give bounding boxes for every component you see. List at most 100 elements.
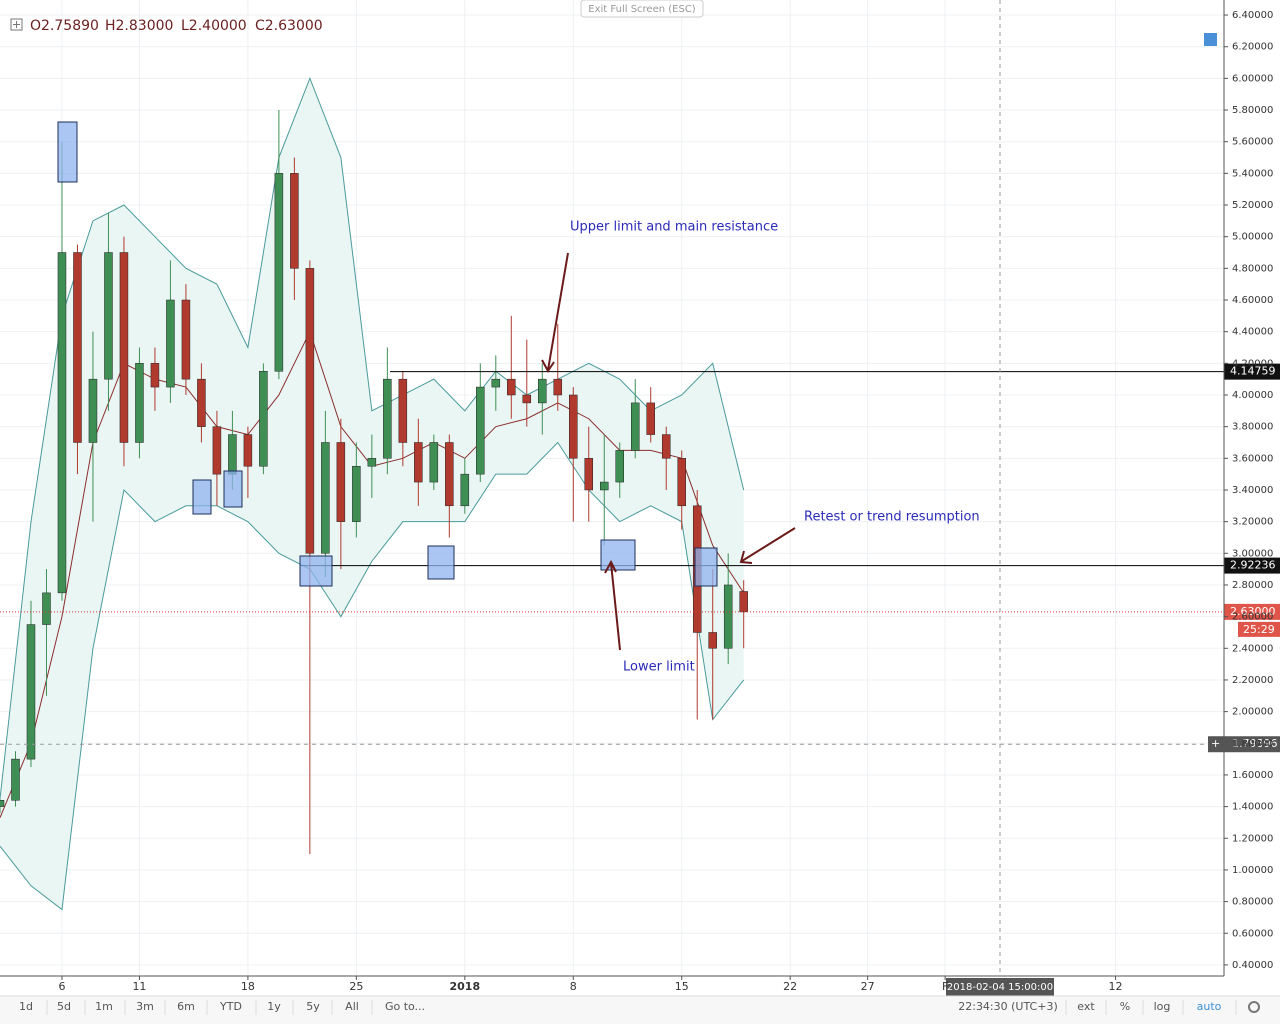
ohlc-open: O2.75890 xyxy=(30,18,99,34)
band-upper xyxy=(0,76,745,799)
exit-fullscreen-button[interactable] xyxy=(580,0,704,18)
toolbar-button[interactable]: YTD xyxy=(219,1000,242,1013)
y-tick-label: 6.20000 xyxy=(1232,42,1273,53)
toolbar-button[interactable]: auto xyxy=(1197,1000,1222,1013)
candle-body xyxy=(460,473,470,507)
x-tick-label: 15 xyxy=(675,980,689,993)
candle-body xyxy=(274,173,284,372)
collapse-icon-glyph xyxy=(13,21,20,28)
band-lower xyxy=(0,441,745,911)
candle-body xyxy=(88,378,98,443)
toolbar-button[interactable]: 3m xyxy=(136,1000,154,1013)
price-tag xyxy=(1224,363,1280,380)
toolbar-button[interactable]: log xyxy=(1154,1000,1171,1013)
toolbar-button[interactable]: Go to... xyxy=(385,1000,425,1013)
arrows xyxy=(541,252,796,651)
candle-body xyxy=(383,378,392,459)
candle-body xyxy=(677,458,686,507)
toolbar-button[interactable]: 1m xyxy=(95,1000,113,1013)
candle-body xyxy=(11,758,20,801)
axes: 0.40000 0.60000 0.80000 1.00000 1.20000 1.400… xyxy=(58,10,1273,993)
toolbar-button[interactable]: 1d xyxy=(19,1000,33,1013)
toolbar-button[interactable]: % xyxy=(1120,1000,1130,1013)
y-tick-label: 1.00000 xyxy=(1232,865,1273,876)
candle-body xyxy=(321,442,330,554)
ohlc-high: H2.83000 xyxy=(105,18,173,34)
y-tick-label: 2.80000 xyxy=(1232,580,1273,591)
y-tick-label: 4.00000 xyxy=(1232,390,1273,401)
overlays: 4.14759 2.92236 2.63000 25:29 1.79396 +2018-0… xyxy=(0,0,1280,996)
x-tick-label: 22 xyxy=(783,980,797,993)
y-tick-label: 2.60000 xyxy=(1232,612,1273,623)
crosshair-tag xyxy=(1208,736,1280,753)
toolbar-button[interactable]: 5d xyxy=(57,1000,71,1013)
settings-icon[interactable] xyxy=(1248,1001,1260,1013)
toolbar-button[interactable]: 5y xyxy=(306,1000,320,1013)
scale-icon[interactable] xyxy=(1204,33,1217,46)
candle-body xyxy=(150,363,160,388)
y-tick-label: 2.20000 xyxy=(1232,675,1273,686)
y-tick-label: 5.00000 xyxy=(1232,232,1273,243)
y-tick-label: 3.80000 xyxy=(1232,422,1273,433)
collapse-icon[interactable] xyxy=(10,18,23,31)
candle-body xyxy=(135,363,144,443)
annotation: Upper limit and main resistance xyxy=(570,220,778,235)
candle-body xyxy=(305,268,315,554)
x-tick-label: 2018 xyxy=(449,980,480,993)
candle-body xyxy=(491,378,501,388)
annotation: Lower limit xyxy=(623,660,695,675)
price-tag-label: 2.63000 xyxy=(1230,605,1276,618)
candle-body xyxy=(166,299,175,388)
toolbar-button[interactable]: 1y xyxy=(267,1000,281,1013)
x-tick-label: 8 xyxy=(570,980,577,993)
x-tick-label: 6 xyxy=(58,980,65,993)
x-tick-label: 27 xyxy=(861,980,875,993)
candle-body xyxy=(476,386,485,475)
candle-body xyxy=(398,378,408,443)
candle-body xyxy=(212,426,222,475)
annotation: Retest or trend resumption xyxy=(804,510,980,525)
y-tick-label: 0.40000 xyxy=(1232,960,1273,971)
ohlc-low: L2.40000 xyxy=(181,18,247,34)
box xyxy=(427,545,455,580)
candle-body xyxy=(367,458,377,467)
x-tick-label: 11 xyxy=(132,980,146,993)
y-tick-label: 1.40000 xyxy=(1232,802,1273,813)
toolbar-button: 22:34:30 (UTC+3) xyxy=(958,1000,1058,1013)
y-tick-label: 5.40000 xyxy=(1232,168,1273,179)
candle-body xyxy=(615,450,624,483)
y-tick-label: 6.00000 xyxy=(1232,73,1273,84)
candle-body xyxy=(42,592,51,625)
x-tick-label: 25 xyxy=(349,980,363,993)
y-tick-label: 1.60000 xyxy=(1232,770,1273,781)
price-tag xyxy=(1224,603,1280,620)
grid xyxy=(0,0,1224,976)
candle-body xyxy=(228,434,237,475)
crosshair-date-tag xyxy=(946,978,1054,996)
candle-body xyxy=(661,434,671,459)
candles xyxy=(0,110,748,855)
toolbar-button[interactable]: 6m xyxy=(177,1000,195,1013)
x-tick-label: 12 xyxy=(1109,980,1123,993)
candle-body xyxy=(646,402,655,435)
candle-body xyxy=(259,370,268,467)
crosshair-label: 1.79396 xyxy=(1232,737,1278,750)
x-tick-label: F xyxy=(942,980,948,993)
candle-body xyxy=(119,252,129,443)
box xyxy=(223,470,243,508)
candle-body xyxy=(429,442,439,483)
y-tick-label: 0.80000 xyxy=(1232,897,1273,908)
toolbar-button[interactable]: All xyxy=(345,1000,359,1013)
y-tick-label: 6.40000 xyxy=(1232,10,1273,21)
candle-body xyxy=(600,481,609,491)
candle-body xyxy=(336,442,346,522)
candle-body xyxy=(290,173,299,269)
candle-body xyxy=(414,442,423,483)
candle-body xyxy=(57,252,67,594)
box xyxy=(299,555,333,587)
toolbar-button[interactable]: ext xyxy=(1077,1000,1095,1013)
countdown-tag xyxy=(1238,621,1280,637)
